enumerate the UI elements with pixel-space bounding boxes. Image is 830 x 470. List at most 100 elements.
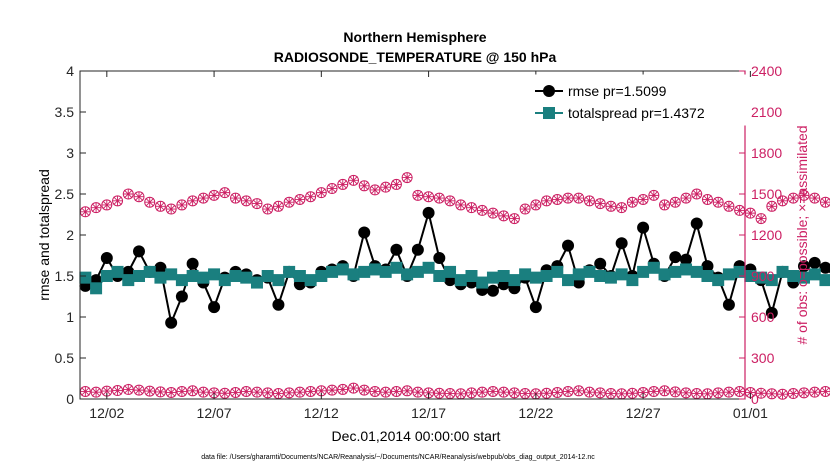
axes: 0 0.5 1 1.5 2 2.5 3 3.5 4 0 300 600 900 1200 1500 1800 2… xyxy=(55,63,783,421)
totalspread-point xyxy=(540,270,553,282)
assimilated-obs-other-point xyxy=(798,387,809,398)
totalspread-point xyxy=(733,265,746,278)
assimilated-obs-other-point xyxy=(648,386,659,397)
assimilated-obs-point xyxy=(402,172,413,183)
totalspread-point xyxy=(143,265,156,278)
x-tick-label: 12/27 xyxy=(626,405,661,421)
assimilated-obs-point xyxy=(616,202,627,213)
assimilated-obs-other-point xyxy=(284,387,295,398)
y-axis-label: rmse and totalspread xyxy=(36,169,52,301)
totalspread-point xyxy=(379,265,392,278)
totalspread-point xyxy=(680,263,693,276)
assimilated-obs-point xyxy=(294,194,305,205)
assimilated-obs-point xyxy=(487,208,498,219)
assimilated-obs-point xyxy=(348,175,359,186)
rmse-point xyxy=(722,298,735,311)
y-tick-label: 4 xyxy=(66,63,74,79)
assimilated-obs-point xyxy=(241,195,252,206)
assimilated-obs-other-point xyxy=(391,386,402,397)
totalspread-point xyxy=(272,274,285,287)
assimilated-obs-other-point xyxy=(359,385,370,396)
assimilated-obs-point xyxy=(734,205,745,216)
assimilated-obs-point xyxy=(809,193,820,204)
assimilated-obs-point xyxy=(659,199,670,210)
totalspread-point xyxy=(615,268,628,281)
assimilated-obs-other-point xyxy=(788,388,799,399)
totalspread-point xyxy=(562,274,575,287)
assimilated-obs-point xyxy=(327,183,338,194)
totalspread-point xyxy=(755,271,768,284)
obs-count-series xyxy=(79,172,830,400)
totalspread-point xyxy=(594,270,607,282)
rmse-point xyxy=(154,261,167,274)
assimilated-obs-point xyxy=(455,199,466,210)
rmse-point xyxy=(797,260,810,273)
assimilated-obs-other-point xyxy=(445,388,456,399)
totalspread-point xyxy=(175,274,188,287)
assimilated-obs-other-point xyxy=(166,387,177,398)
totalspread-point xyxy=(315,270,328,282)
totalspread-point xyxy=(336,263,349,276)
totalspread-point xyxy=(776,265,789,278)
assimilated-obs-other-point xyxy=(584,387,595,398)
legend-rmse-label: rmse pr=1.5099 xyxy=(568,83,667,99)
rmse-point xyxy=(411,243,424,256)
assimilated-obs-point xyxy=(723,201,734,212)
rmse-point xyxy=(637,221,650,234)
assimilated-obs-other-point xyxy=(723,387,734,398)
assimilated-obs-other-point xyxy=(659,385,670,396)
assimilated-obs-point xyxy=(466,202,477,213)
totalspread-point xyxy=(519,268,532,281)
assimilated-obs-other-point xyxy=(101,386,112,397)
assimilated-obs-other-point xyxy=(638,387,649,398)
rmse-point xyxy=(390,243,403,256)
assimilated-obs-point xyxy=(756,213,767,224)
assimilated-obs-other-point xyxy=(681,387,692,398)
assimilated-obs-point xyxy=(359,180,370,191)
totalspread-point xyxy=(701,270,714,282)
assimilated-obs-point xyxy=(187,195,198,206)
assimilated-obs-point xyxy=(638,194,649,205)
y-tick-label: 2 xyxy=(66,227,74,243)
rmse-point xyxy=(701,260,714,273)
rmse-spread-series xyxy=(79,206,830,329)
totalspread-point xyxy=(433,270,446,282)
assimilated-obs-point xyxy=(777,195,788,206)
assimilated-obs-point xyxy=(198,193,209,204)
assimilated-obs-other-point xyxy=(80,386,91,397)
assimilated-obs-point xyxy=(176,199,187,210)
assimilated-obs-point xyxy=(788,193,799,204)
legend-spread-label: totalspread pr=1.4372 xyxy=(568,105,705,121)
assimilated-obs-point xyxy=(552,194,563,205)
assimilated-obs-other-point xyxy=(455,388,466,399)
assimilated-obs-other-point xyxy=(670,386,681,397)
assimilated-obs-point xyxy=(605,201,616,212)
assimilated-obs-other-point xyxy=(509,387,520,398)
assimilated-obs-point xyxy=(230,193,241,204)
assimilated-obs-other-point xyxy=(155,386,166,397)
totalspread-point xyxy=(283,265,296,278)
rmse-point xyxy=(669,251,682,264)
totalspread-point xyxy=(497,270,510,282)
assimilated-obs-point xyxy=(305,191,316,202)
plot-area xyxy=(80,71,745,399)
x-tick-label: 12/12 xyxy=(304,405,339,421)
totalspread-point xyxy=(626,274,639,287)
y2-axis-label: # of obs: o=possible; ×=assimilated xyxy=(794,125,810,344)
rmse-point xyxy=(358,226,371,239)
totalspread-point xyxy=(100,270,113,282)
y-tick-label: 0.5 xyxy=(55,350,75,366)
totalspread-point xyxy=(197,271,210,284)
assimilated-obs-point xyxy=(563,193,574,204)
rmse-point xyxy=(819,261,830,274)
y-tick-label: 3 xyxy=(66,145,74,161)
assimilated-obs-point xyxy=(627,197,638,208)
legend-spread-marker xyxy=(543,107,555,119)
rmse-point xyxy=(562,239,575,252)
assimilated-obs-point xyxy=(702,194,713,205)
assimilated-obs-point xyxy=(798,190,809,201)
assimilated-obs-point xyxy=(530,199,541,210)
y-tick-label: 1 xyxy=(66,309,74,325)
assimilated-obs-point xyxy=(155,201,166,212)
assimilated-obs-point xyxy=(509,213,520,224)
